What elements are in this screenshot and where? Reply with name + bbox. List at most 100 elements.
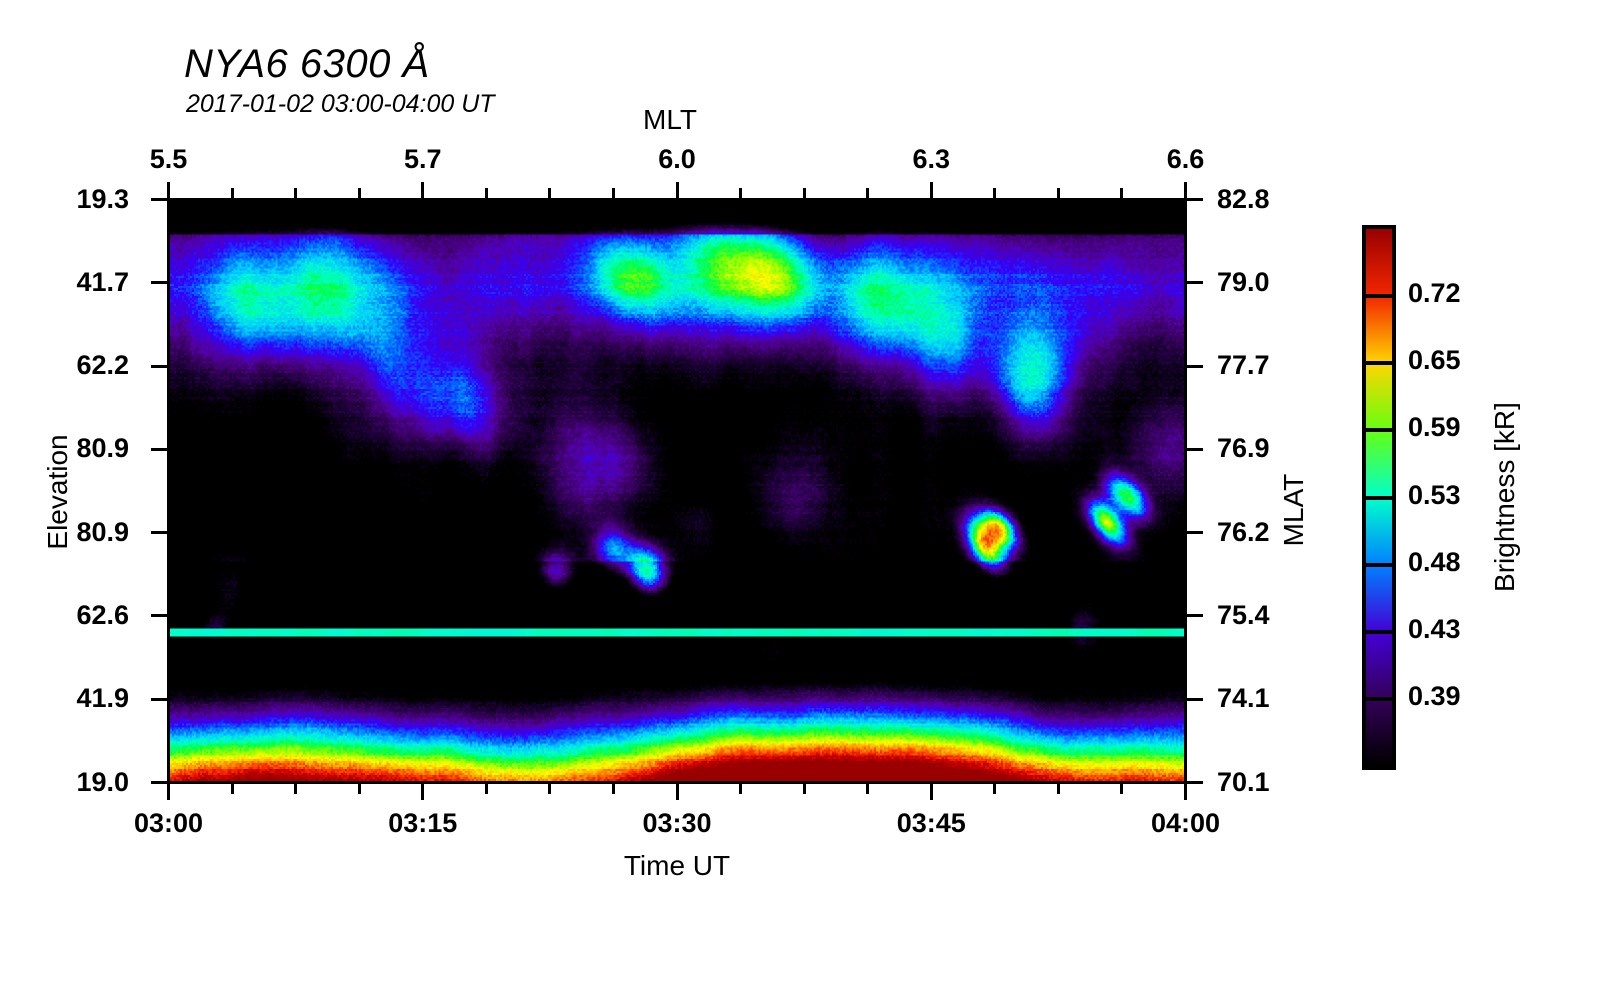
y-tick-label: 19.0 — [76, 766, 129, 797]
colorbar-band — [1366, 430, 1392, 498]
y-tick-major — [151, 531, 167, 535]
colorbar — [1362, 225, 1396, 770]
mlt-tick-major — [167, 182, 170, 198]
colorbar-band — [1366, 698, 1392, 766]
x-tick-minor — [611, 784, 615, 794]
mlt-tick-minor — [357, 188, 361, 198]
x-tick-minor — [739, 784, 743, 794]
colorbar-separator — [1366, 696, 1392, 701]
colorbar-separator — [1366, 562, 1392, 567]
x-tick-major — [929, 784, 933, 800]
mlt-tick-minor — [1056, 188, 1060, 198]
mlat-tick-major — [1187, 614, 1203, 618]
mlat-tick-major — [1187, 364, 1203, 368]
y-tick-label: 41.7 — [76, 266, 129, 297]
mlat-tick-major — [1187, 198, 1203, 201]
y-tick-label: 62.6 — [76, 599, 129, 630]
y-tick-label: 41.9 — [76, 683, 129, 714]
colorbar-label: Brightness [kR] — [1489, 402, 1520, 592]
y-tick-major — [151, 364, 167, 368]
colorbar-separator — [1366, 495, 1392, 500]
colorbar-band — [1366, 363, 1392, 431]
mlt-tick-major — [1184, 182, 1187, 198]
x-tick-major — [1184, 784, 1187, 800]
y-tick-major — [151, 697, 167, 701]
mlt-tick-major — [421, 182, 425, 198]
mlt-tick-label: 5.7 — [403, 144, 442, 174]
mlat-tick-label: 82.8 — [1217, 183, 1270, 214]
colorbar-tick-label: 0.65 — [1408, 345, 1461, 376]
mlt-tick-label: 6.0 — [658, 144, 696, 174]
top-axis-label: MLT — [643, 104, 697, 135]
x-tick-label: 04:00 — [1150, 808, 1221, 838]
left-axis-label: Elevation — [42, 434, 73, 550]
y-tick-major — [151, 281, 167, 285]
colorbar-separator — [1366, 361, 1392, 366]
mlat-tick-major — [1187, 697, 1203, 701]
x-tick-minor — [866, 784, 870, 794]
page-subtitle: 2017-01-02 03:00-04:00 UT — [186, 90, 495, 118]
mlat-tick-label: 79.0 — [1217, 266, 1270, 297]
page-title: NYA6 6300 Å — [184, 42, 430, 86]
colorbar-separator — [1366, 428, 1392, 433]
x-tick-label: 03:30 — [642, 808, 712, 838]
mlat-tick-label: 74.1 — [1217, 683, 1270, 714]
keogram-image — [170, 201, 1184, 781]
colorbar-band — [1366, 564, 1392, 632]
colorbar-tick-label: 0.43 — [1408, 613, 1461, 644]
mlt-tick-label: 5.5 — [149, 144, 188, 174]
x-tick-label: 03:00 — [133, 808, 204, 838]
mlt-tick-minor — [802, 188, 806, 198]
mlt-tick-major — [929, 182, 933, 198]
x-tick-major — [421, 784, 425, 800]
mlt-tick-minor — [548, 188, 552, 198]
colorbar-band — [1366, 631, 1392, 699]
mlat-tick-label: 76.9 — [1217, 433, 1270, 464]
x-tick-minor — [1120, 784, 1124, 794]
y-tick-label: 80.9 — [76, 516, 129, 547]
colorbar-tick-label: 0.59 — [1408, 412, 1461, 443]
colorbar-band — [1366, 296, 1392, 364]
y-tick-label: 80.9 — [76, 433, 129, 464]
bottom-axis-label: Time UT — [623, 850, 731, 881]
x-tick-minor — [802, 784, 806, 794]
colorbar-band — [1366, 229, 1392, 297]
mlat-tick-major — [1187, 531, 1203, 535]
mlt-tick-minor — [294, 188, 298, 198]
x-tick-major — [675, 784, 679, 800]
colorbar-separator — [1366, 294, 1392, 299]
y-tick-major — [151, 447, 167, 451]
mlat-tick-label: 76.2 — [1217, 516, 1270, 547]
y-tick-major — [151, 781, 167, 784]
mlt-tick-minor — [230, 188, 234, 198]
x-tick-minor — [294, 784, 298, 794]
x-tick-minor — [230, 784, 234, 794]
keogram-plot-area — [167, 198, 1187, 784]
mlat-tick-label: 77.7 — [1217, 350, 1270, 381]
mlt-tick-minor — [993, 188, 997, 198]
mlat-tick-label: 75.4 — [1217, 599, 1270, 630]
colorbar-separator — [1366, 629, 1392, 634]
x-tick-label: 03:15 — [388, 808, 458, 838]
mlt-tick-minor — [866, 188, 870, 198]
mlt-tick-major — [675, 182, 679, 198]
colorbar-tick-label: 0.48 — [1408, 546, 1461, 577]
colorbar-tick-label: 0.39 — [1408, 680, 1461, 711]
x-tick-minor — [1056, 784, 1060, 794]
mlt-tick-minor — [484, 188, 488, 198]
x-tick-label: 03:45 — [896, 808, 966, 838]
y-tick-major — [151, 614, 167, 618]
y-tick-label: 19.3 — [76, 183, 129, 214]
colorbar-band — [1366, 497, 1392, 565]
x-tick-minor — [548, 784, 552, 794]
mlt-tick-label: 6.6 — [1166, 144, 1205, 174]
x-tick-minor — [357, 784, 361, 794]
mlt-tick-minor — [611, 188, 615, 198]
mlat-tick-major — [1187, 447, 1203, 451]
mlat-tick-major — [1187, 281, 1203, 285]
colorbar-tick-label: 0.72 — [1408, 278, 1461, 309]
keogram-canvas — [170, 201, 1184, 781]
x-tick-minor — [993, 784, 997, 794]
mlt-tick-minor — [739, 188, 743, 198]
